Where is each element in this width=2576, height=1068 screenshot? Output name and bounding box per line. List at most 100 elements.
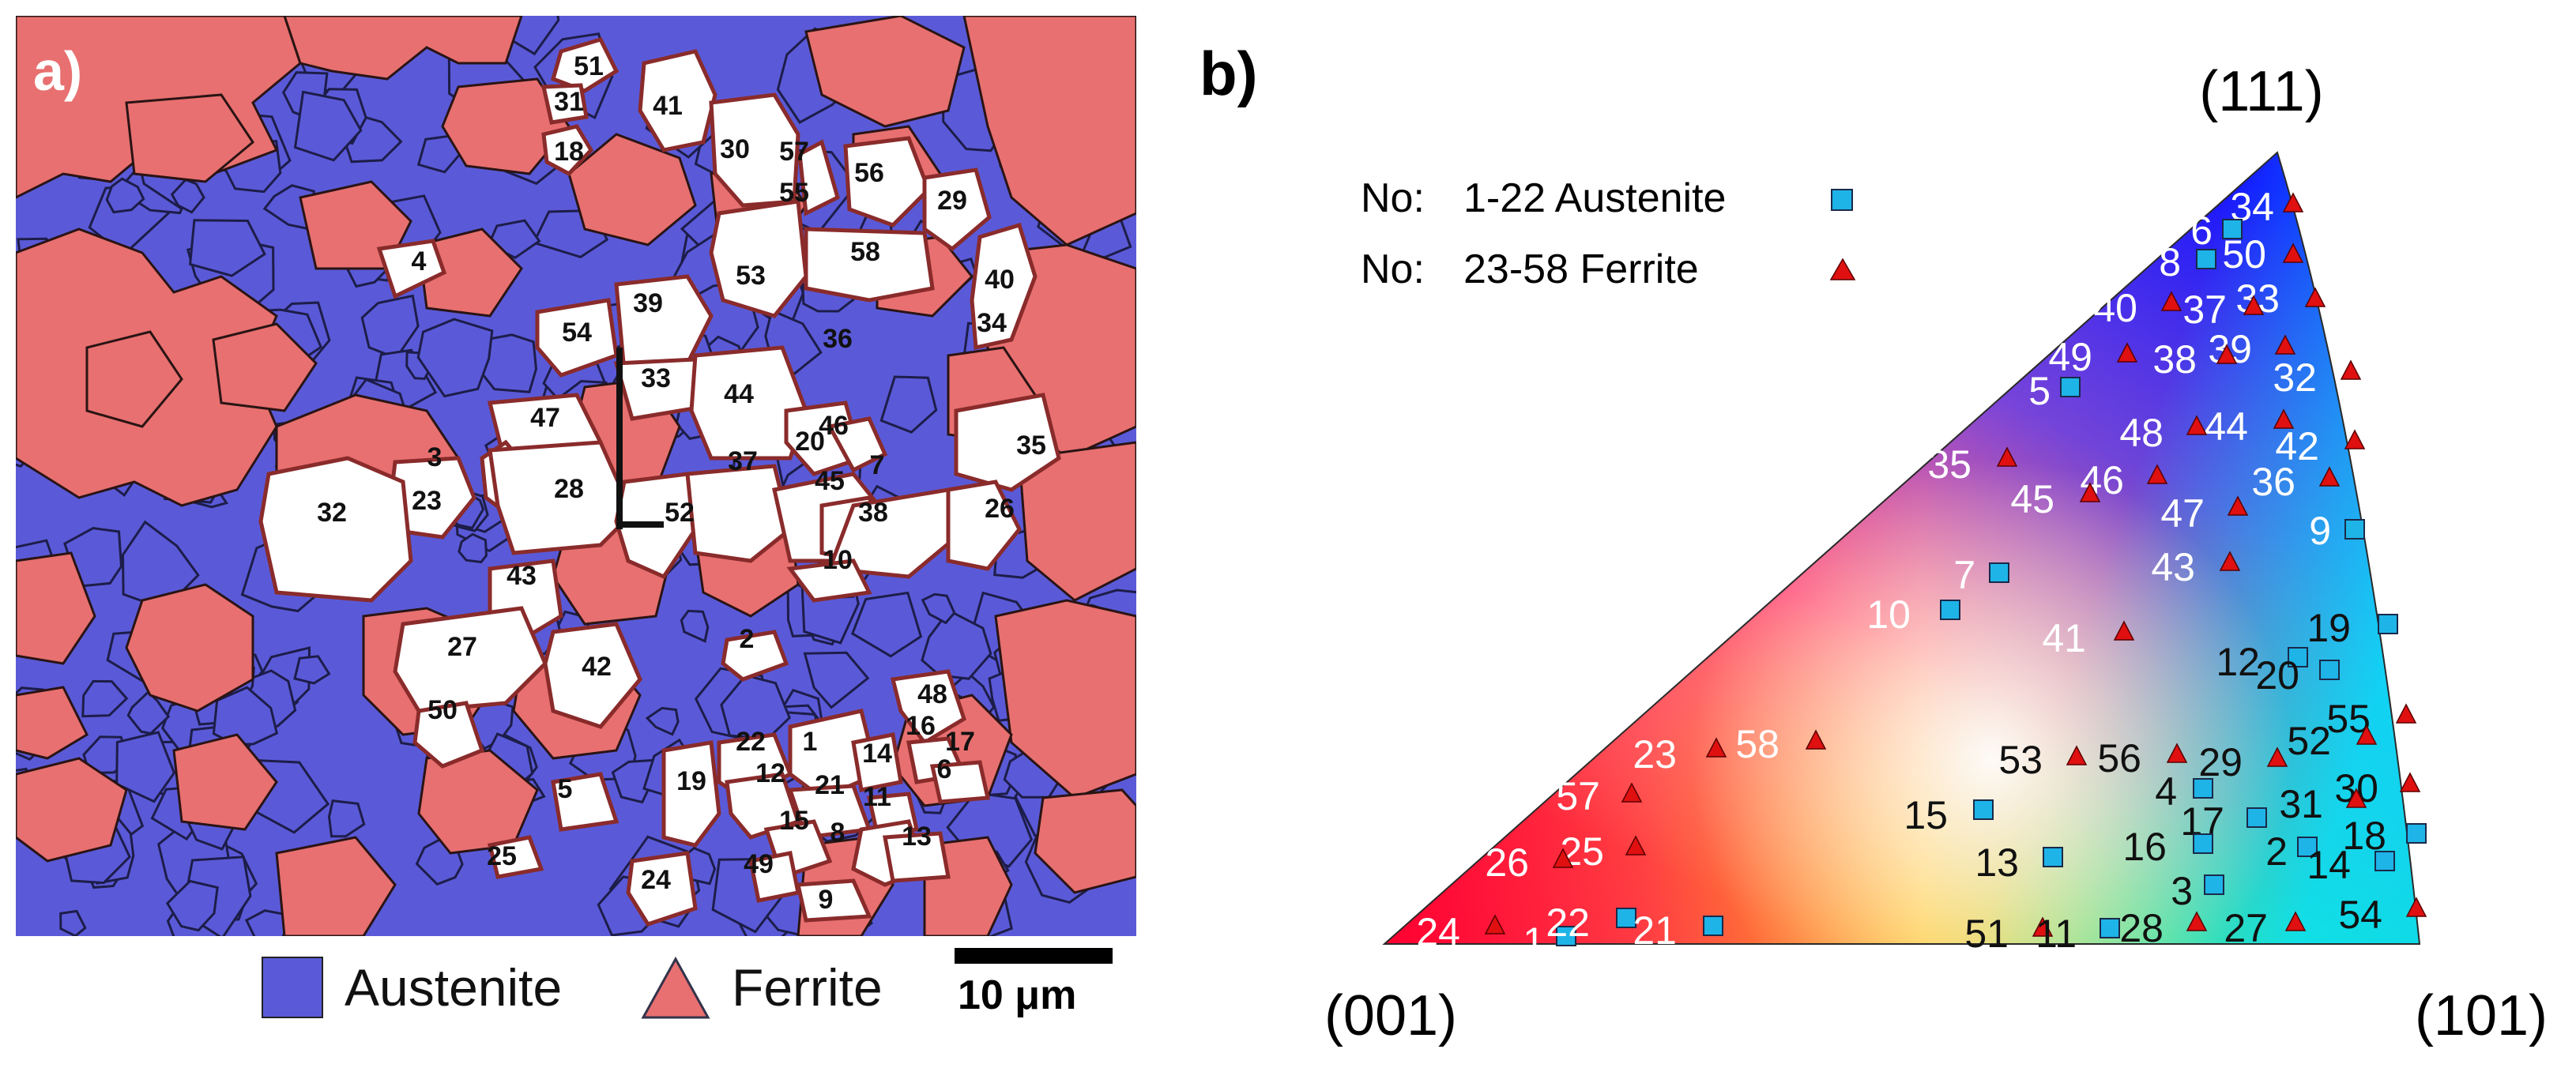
- austenite-point-marker: [2378, 614, 2398, 634]
- austenite-point-marker: [1703, 916, 1723, 936]
- ipf-point-label: 49: [2048, 335, 2092, 379]
- ipf-point-label: 54: [2338, 893, 2382, 937]
- austenite-point-marker: [2043, 847, 2063, 867]
- grain-number-label: 39: [633, 288, 663, 318]
- grain-number-label: 25: [487, 841, 517, 871]
- ferrite-point-marker: [2395, 703, 2417, 724]
- legend-triangle-marker: [1829, 258, 1856, 280]
- austenite-grain: [170, 178, 205, 214]
- ferrite-point-marker: [2243, 295, 2265, 315]
- grain-number-label: 13: [902, 822, 932, 852]
- ferrite-point-marker: [2282, 243, 2304, 263]
- grain-number-label: 24: [641, 865, 671, 895]
- grain-number-label: 4: [412, 246, 427, 276]
- ipf-point-label: 36: [2251, 460, 2295, 504]
- ipf-point-label: 38: [2152, 337, 2197, 382]
- ferrite-point-marker: [2186, 415, 2208, 435]
- ipf-point-label: 40: [2093, 286, 2137, 330]
- ferrite-point-marker: [2113, 620, 2135, 641]
- grain-number-label: 17: [945, 727, 975, 757]
- ipf-point-label: 4: [2155, 769, 2177, 814]
- grain-number-label: 7: [870, 450, 885, 480]
- austenite-point-marker: [1616, 908, 1636, 928]
- ipf-point-label: 27: [2224, 906, 2268, 950]
- austenite-point-marker: [2246, 807, 2267, 828]
- grain-number-label: 58: [850, 237, 880, 267]
- ipf-point-label: 12: [2216, 640, 2260, 684]
- austenite-point-marker: [1973, 799, 1994, 820]
- ipf-point-label: 8: [2159, 240, 2181, 284]
- grain-number-label: 40: [985, 265, 1015, 295]
- ferrite-point-marker: [2345, 788, 2367, 808]
- grain-boundary-marker: [616, 348, 623, 529]
- ferrite-point-marker: [2405, 897, 2427, 917]
- scale-bar: [955, 948, 1113, 964]
- ipf-point-label: 26: [1485, 840, 1529, 885]
- austenite-point-marker: [2319, 660, 2340, 680]
- austenite-point-marker: [2193, 778, 2213, 799]
- ferrite-point-marker: [2304, 287, 2326, 307]
- ferrite-point-marker: [2282, 192, 2304, 212]
- grain-number-label: 34: [977, 308, 1007, 338]
- legend-prefix-austenite: No:: [1361, 175, 1425, 221]
- ferrite-point-marker: [2273, 408, 2295, 429]
- austenite-point-marker: [2406, 823, 2427, 844]
- ipf-point-label: 52: [2287, 719, 2331, 763]
- ferrite-point-marker: [2216, 344, 2238, 364]
- selected-grains: [258, 37, 1061, 927]
- legend-ferrite: Ferrite: [640, 948, 883, 1027]
- panel-b-label: b): [1199, 39, 1258, 108]
- grain-number-label: 54: [562, 318, 592, 348]
- grain-number-label: 1: [803, 727, 818, 757]
- grain-number-label: 49: [744, 849, 774, 879]
- grain-number-label: 8: [830, 818, 845, 848]
- ferrite-point-marker: [2274, 334, 2296, 355]
- ipf-point-label: 32: [2273, 355, 2317, 400]
- ferrite-point-marker: [1705, 737, 1727, 758]
- ferrite-point-marker: [2399, 772, 2421, 792]
- austenite-swatch: [262, 957, 323, 1018]
- ipf-point-label: 44: [2204, 404, 2248, 449]
- austenite-point-marker: [2344, 519, 2365, 540]
- austenite-grain: [680, 609, 710, 643]
- grain-number-label: 57: [779, 137, 809, 167]
- ipf-point-label: 22: [1546, 901, 1590, 945]
- ferrite-point-marker: [1484, 914, 1506, 934]
- ferrite-point-marker: [1805, 729, 1827, 750]
- legend-label-austenite: 1-22 Austenite: [1463, 175, 1726, 221]
- ferrite-point-marker: [2116, 342, 2138, 363]
- ferrite-point-marker: [2318, 466, 2341, 487]
- ferrite-point-marker: [2186, 911, 2208, 931]
- grain-number-label: 51: [574, 51, 604, 81]
- ferrite-point-marker: [1552, 848, 1574, 868]
- grain-number-label: 35: [1016, 431, 1046, 461]
- ipf-point-label: 5: [2028, 369, 2051, 413]
- legend-label-ferrite: 23-58 Ferrite: [1463, 246, 1699, 292]
- grain-number-label: 26: [985, 494, 1015, 524]
- ferrite-point-marker: [2032, 916, 2054, 937]
- ferrite-point-marker: [2066, 745, 2088, 765]
- ipf-point-label: 42: [2275, 424, 2319, 468]
- austenite-grain: [327, 799, 366, 838]
- legend-ferrite-label: Ferrite: [732, 958, 883, 1017]
- ipf-point-label: 56: [2097, 736, 2141, 780]
- corner-101-label: (101): [2415, 984, 2548, 1047]
- austenite-grain: [458, 532, 488, 564]
- ferrite-point-marker: [1621, 782, 1643, 803]
- austenite-point-marker: [1989, 562, 2009, 583]
- ipf-point-label: 10: [1866, 592, 1911, 637]
- grain-number-label: 9: [819, 885, 834, 915]
- panel-a-label: a): [33, 40, 83, 102]
- ipf-point-label: 43: [2151, 545, 2195, 589]
- grain-number-label: 10: [823, 545, 853, 575]
- grain-number-label: 6: [937, 754, 952, 784]
- grain-number-label: 14: [862, 739, 892, 769]
- ipf-point-label: 29: [2198, 740, 2243, 784]
- ipf-point-label: 51: [1964, 912, 2009, 956]
- grain-number-label: 46: [819, 411, 849, 441]
- ipf-point-label: 31: [2279, 782, 2323, 826]
- grain-number-label: 43: [507, 561, 537, 591]
